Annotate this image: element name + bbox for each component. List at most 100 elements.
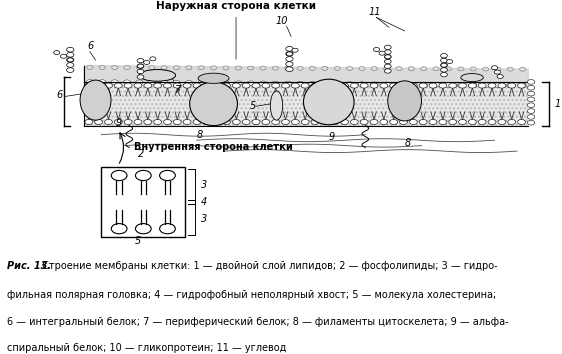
- Circle shape: [53, 51, 60, 55]
- Text: 3: 3: [201, 215, 207, 224]
- Circle shape: [346, 67, 353, 70]
- Circle shape: [111, 65, 118, 69]
- Circle shape: [384, 69, 391, 73]
- Circle shape: [301, 83, 309, 88]
- Circle shape: [203, 119, 211, 125]
- Circle shape: [457, 67, 464, 71]
- Circle shape: [94, 119, 103, 125]
- Text: 1: 1: [555, 99, 561, 109]
- Circle shape: [498, 83, 506, 88]
- Circle shape: [259, 81, 267, 86]
- Circle shape: [174, 119, 182, 125]
- Circle shape: [233, 119, 241, 125]
- Circle shape: [272, 119, 280, 125]
- Circle shape: [210, 81, 217, 85]
- Circle shape: [446, 59, 453, 63]
- Circle shape: [273, 66, 279, 70]
- Circle shape: [173, 80, 180, 85]
- Circle shape: [223, 66, 229, 70]
- Circle shape: [495, 70, 500, 74]
- Circle shape: [247, 66, 253, 70]
- Circle shape: [137, 64, 144, 68]
- Circle shape: [351, 83, 359, 88]
- Bar: [84, 82, 528, 126]
- Circle shape: [285, 62, 293, 67]
- Circle shape: [384, 55, 391, 59]
- Circle shape: [351, 119, 359, 125]
- Circle shape: [247, 81, 254, 86]
- Circle shape: [285, 46, 293, 51]
- Circle shape: [111, 80, 119, 85]
- Circle shape: [137, 75, 144, 79]
- Circle shape: [334, 67, 341, 70]
- Circle shape: [286, 52, 292, 56]
- Circle shape: [469, 83, 477, 88]
- Ellipse shape: [139, 69, 175, 81]
- Circle shape: [161, 80, 167, 85]
- Circle shape: [419, 83, 427, 88]
- Circle shape: [488, 83, 496, 88]
- Circle shape: [359, 82, 366, 87]
- Text: 5: 5: [250, 101, 256, 111]
- Circle shape: [111, 170, 127, 181]
- Circle shape: [311, 83, 319, 88]
- Circle shape: [527, 85, 535, 90]
- Circle shape: [390, 83, 398, 88]
- Circle shape: [135, 224, 151, 234]
- Text: Внутренняя сторона клетки: Внутренняя сторона клетки: [134, 142, 293, 152]
- Circle shape: [527, 91, 535, 96]
- Text: 6 — интегральный белок; 7 — периферический белок; 8 — филаменты цитоскелета; 9 —: 6 — интегральный белок; 7 — периферическ…: [7, 317, 509, 327]
- Circle shape: [334, 82, 341, 86]
- Circle shape: [407, 82, 415, 87]
- Circle shape: [137, 64, 144, 68]
- Circle shape: [203, 83, 211, 88]
- Ellipse shape: [198, 73, 229, 84]
- Circle shape: [193, 83, 201, 88]
- Circle shape: [441, 73, 447, 77]
- Circle shape: [252, 119, 260, 125]
- Circle shape: [161, 66, 167, 70]
- Circle shape: [441, 63, 447, 67]
- Circle shape: [137, 69, 144, 74]
- Circle shape: [262, 83, 270, 88]
- Circle shape: [111, 224, 127, 234]
- Circle shape: [321, 66, 328, 70]
- Circle shape: [360, 83, 368, 88]
- Circle shape: [457, 82, 464, 87]
- Circle shape: [233, 83, 241, 88]
- Circle shape: [262, 119, 270, 125]
- Circle shape: [164, 83, 171, 88]
- Circle shape: [384, 59, 391, 64]
- Circle shape: [429, 119, 437, 125]
- Circle shape: [384, 55, 391, 59]
- Circle shape: [330, 119, 339, 125]
- Circle shape: [292, 119, 300, 125]
- Circle shape: [346, 82, 353, 86]
- Circle shape: [85, 119, 93, 125]
- Circle shape: [135, 170, 151, 181]
- Circle shape: [87, 65, 93, 69]
- Circle shape: [134, 83, 142, 88]
- Ellipse shape: [461, 74, 483, 81]
- Text: 9: 9: [115, 118, 121, 128]
- Circle shape: [222, 81, 229, 85]
- Circle shape: [292, 83, 300, 88]
- Circle shape: [518, 119, 525, 125]
- Circle shape: [311, 119, 319, 125]
- Circle shape: [527, 97, 535, 102]
- Circle shape: [124, 83, 132, 88]
- Circle shape: [410, 83, 418, 88]
- Circle shape: [395, 82, 402, 87]
- Circle shape: [174, 83, 182, 88]
- Ellipse shape: [303, 79, 354, 125]
- Text: 9: 9: [329, 132, 335, 142]
- Circle shape: [94, 83, 103, 88]
- Circle shape: [99, 65, 106, 69]
- Circle shape: [371, 82, 378, 87]
- Circle shape: [235, 66, 242, 70]
- Bar: [84, 82, 528, 126]
- Circle shape: [272, 81, 279, 86]
- Circle shape: [469, 83, 477, 87]
- Circle shape: [383, 82, 390, 87]
- Text: 5: 5: [134, 236, 141, 246]
